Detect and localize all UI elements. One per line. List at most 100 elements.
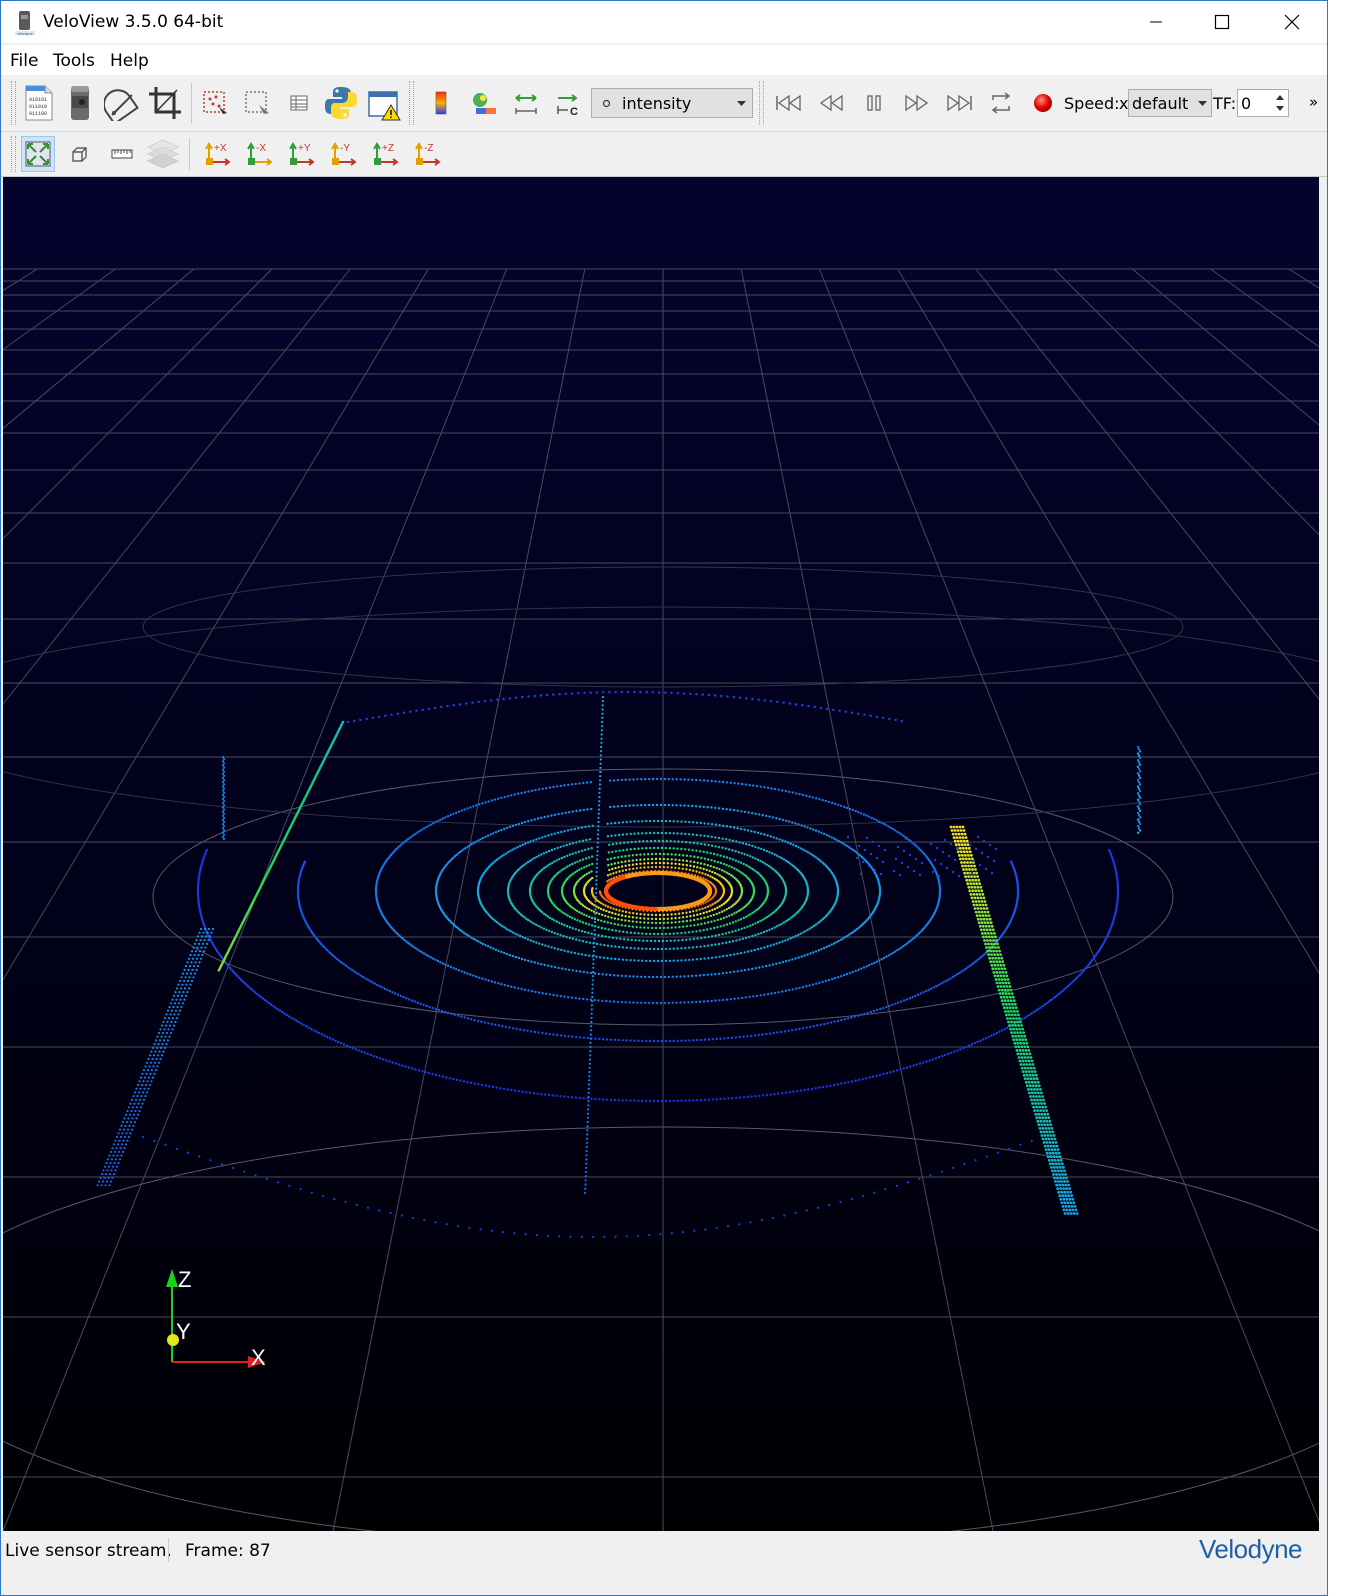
menu-help[interactable]: Help xyxy=(110,51,149,71)
cube-icon xyxy=(72,147,87,162)
crop-button[interactable] xyxy=(145,81,185,125)
frame-counter: Frame: 87 xyxy=(185,1541,271,1561)
measure-angle-button[interactable] xyxy=(103,81,141,125)
custom-range-icon: C xyxy=(557,94,578,116)
view-plus-z-button[interactable]: +Z xyxy=(367,136,403,172)
view-direction-label: -Y xyxy=(340,143,350,154)
color-legend-icon xyxy=(473,93,496,114)
status-divider xyxy=(168,1538,169,1562)
minimize-icon xyxy=(1150,21,1162,23)
first-frame-button[interactable] xyxy=(771,87,809,119)
play-pause-button[interactable] xyxy=(857,87,891,119)
rescale-colors-button[interactable] xyxy=(467,87,501,119)
python-console-button[interactable] xyxy=(321,81,361,125)
view-plus-y-button[interactable]: +Y xyxy=(283,136,319,172)
maximize-button[interactable] xyxy=(1199,1,1245,43)
lidar-sensor-icon xyxy=(71,86,89,120)
color-by-dropdown[interactable]: intensity xyxy=(591,88,753,118)
rescale-range-button[interactable] xyxy=(509,87,543,119)
select-region-button[interactable] xyxy=(241,85,273,121)
toolbar-grip[interactable] xyxy=(409,81,414,125)
menu-tools[interactable]: Tools xyxy=(53,51,95,71)
view-direction-label: -Z xyxy=(424,143,433,154)
toolbar-overflow-button[interactable]: » xyxy=(1309,93,1319,111)
layers-icon xyxy=(146,139,180,169)
toolbar-grip[interactable] xyxy=(11,136,16,172)
chevron-down-icon xyxy=(737,101,746,106)
main-toolbar: 010101 011010 011100 xyxy=(1,75,1327,132)
ruler-icon xyxy=(111,149,133,159)
velodyne-logo: Velodyne xyxy=(1199,1534,1302,1564)
toolbar-separator xyxy=(189,138,190,170)
range-arrows-icon xyxy=(515,94,537,114)
toolbar-grip[interactable] xyxy=(759,81,764,125)
grid-line xyxy=(897,268,1319,974)
tf-spinbox[interactable]: 0 xyxy=(1237,89,1289,117)
close-icon xyxy=(1284,14,1300,30)
spin-arrows-icon[interactable] xyxy=(1274,92,1286,114)
menu-file[interactable]: File xyxy=(10,51,39,71)
error-console-button[interactable] xyxy=(365,83,403,125)
skip-to-start-icon xyxy=(776,94,801,112)
ground-grid xyxy=(3,268,1319,1531)
open-file-button[interactable]: 010101 011010 011100 xyxy=(21,81,57,125)
view-minus-x-button[interactable]: -X xyxy=(241,136,277,172)
layers-button[interactable] xyxy=(143,136,183,172)
binary-file-icon: 010101 011010 011100 xyxy=(25,85,53,121)
rewind-icon xyxy=(819,94,843,112)
maximize-icon xyxy=(1214,14,1230,30)
view-minus-z-button[interactable]: -Z xyxy=(409,136,445,172)
render-view[interactable]: Z Y X xyxy=(3,177,1319,1531)
color-map-editor-button[interactable] xyxy=(425,87,457,119)
select-points-icon xyxy=(203,91,227,114)
svg-text:C: C xyxy=(570,106,578,116)
colormap-icon xyxy=(435,91,447,115)
range-ring xyxy=(3,606,1319,828)
reset-camera-button[interactable] xyxy=(21,136,55,172)
view-direction-icon: -Y xyxy=(331,142,357,166)
select-points-button[interactable] xyxy=(199,85,231,121)
speed-dropdown[interactable]: default xyxy=(1128,89,1212,117)
view-direction-label: +Z xyxy=(382,143,394,154)
warning-window-icon xyxy=(368,91,401,121)
range-ring xyxy=(142,566,1184,688)
title-bar: velodyne VeloView 3.5.0 64-bit xyxy=(1,1,1327,43)
view-direction-label: +X xyxy=(214,143,227,154)
y-axis-dot xyxy=(167,1334,179,1346)
svg-text:011100: 011100 xyxy=(29,111,47,117)
grid-line xyxy=(3,268,429,981)
close-button[interactable] xyxy=(1269,1,1315,43)
svg-text:010101: 010101 xyxy=(29,97,47,103)
view-plus-x-button[interactable]: +X xyxy=(199,136,235,172)
tf-label: TF: xyxy=(1213,94,1237,113)
sensor-stream-button[interactable] xyxy=(63,81,97,125)
grid-line xyxy=(3,268,351,705)
view-minus-y-button[interactable]: -Y xyxy=(325,136,361,172)
grid-line xyxy=(818,268,1319,1523)
spreadsheet-icon xyxy=(290,95,308,111)
x-axis-arrow xyxy=(248,1356,266,1368)
custom-range-button[interactable]: C xyxy=(551,87,585,119)
grid-line xyxy=(740,268,994,1531)
record-icon xyxy=(1034,94,1052,112)
loop-button[interactable] xyxy=(983,87,1019,119)
minimize-button[interactable] xyxy=(1133,1,1179,43)
grid-line xyxy=(1053,268,1319,536)
last-frame-button[interactable] xyxy=(939,87,979,119)
svg-text:011010: 011010 xyxy=(29,104,47,110)
spreadsheet-button[interactable] xyxy=(285,85,313,121)
projection-toggle-button[interactable] xyxy=(63,138,95,170)
view-direction-icon: +X xyxy=(205,142,231,166)
svg-text:velodyne: velodyne xyxy=(17,31,34,36)
toolbar-grip[interactable] xyxy=(11,81,16,125)
ruler-button[interactable] xyxy=(105,138,139,170)
record-button[interactable] xyxy=(1029,87,1057,119)
z-axis-arrow xyxy=(166,1269,178,1287)
point-cloud-canvas[interactable]: Z Y X xyxy=(3,177,1319,1531)
view-direction-icon: +Z xyxy=(373,142,399,166)
status-bar: Live sensor stream. Frame: 87 Velodyne xyxy=(1,1532,1327,1566)
tf-value: 0 xyxy=(1241,94,1252,113)
previous-frame-button[interactable] xyxy=(813,87,851,119)
next-frame-button[interactable] xyxy=(897,87,935,119)
grid-line xyxy=(332,268,586,1531)
